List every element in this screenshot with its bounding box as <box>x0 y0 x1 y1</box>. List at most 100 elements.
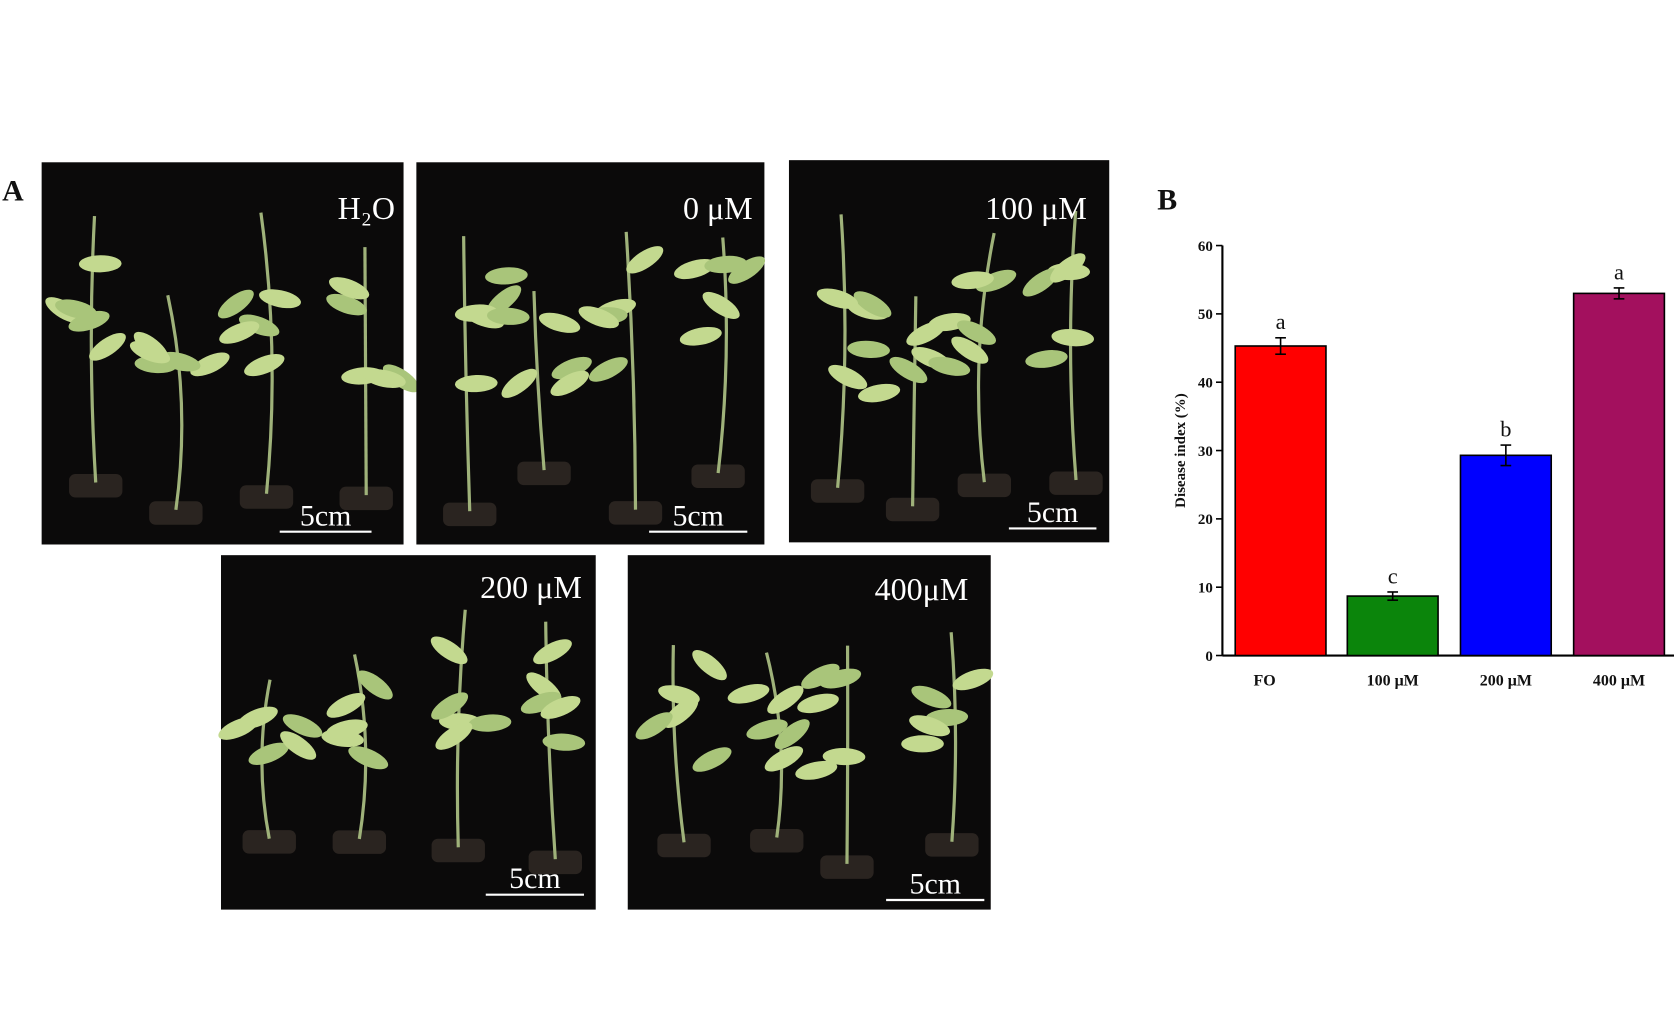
leaf <box>248 742 289 765</box>
leaf <box>363 369 406 388</box>
pot <box>332 830 387 854</box>
pot <box>239 485 294 509</box>
leaf <box>774 719 810 750</box>
pot <box>608 501 663 525</box>
leaf <box>658 685 700 705</box>
leaf <box>819 668 862 689</box>
stem <box>836 214 847 488</box>
pot <box>810 479 865 503</box>
leaf <box>326 693 366 718</box>
y-tick-label: 10 <box>1198 581 1213 597</box>
pot <box>149 501 203 525</box>
leaf <box>663 697 699 728</box>
leaf <box>588 357 628 382</box>
pot <box>431 838 485 863</box>
photo-label: H₂O <box>338 190 395 226</box>
x-tick-label: 400 μM <box>1593 672 1645 689</box>
leaf <box>679 326 722 346</box>
y-tick-label: 30 <box>1198 444 1213 460</box>
leaf <box>435 722 473 750</box>
leaf <box>952 668 994 691</box>
leaf <box>728 256 766 284</box>
leaf <box>217 289 254 319</box>
leaf <box>68 310 110 332</box>
stem <box>462 236 472 512</box>
leaf <box>911 685 952 709</box>
leaf <box>801 663 840 689</box>
pot <box>517 461 571 486</box>
leaf <box>468 714 512 732</box>
leaf <box>853 291 892 318</box>
leaf <box>326 293 367 316</box>
error-bar <box>1275 337 1286 356</box>
leaf <box>431 692 469 720</box>
leaf <box>551 356 592 380</box>
leaf <box>889 356 928 384</box>
photo: 400μM 5cm <box>627 555 994 910</box>
leaf <box>704 255 747 274</box>
bar <box>1572 292 1666 657</box>
pot <box>69 473 123 498</box>
stem <box>671 645 686 843</box>
bar <box>1346 595 1439 657</box>
x-tick-label: 100 μM <box>1367 672 1419 689</box>
leaf <box>692 747 732 772</box>
leaf <box>1050 253 1086 283</box>
leaf <box>190 352 230 377</box>
significance-letter: a <box>1614 259 1624 284</box>
leaf <box>540 696 581 719</box>
leaf <box>520 691 562 714</box>
leaf <box>578 306 619 329</box>
photo: 100 μM 5cm <box>788 160 1110 543</box>
leaf <box>1025 350 1068 368</box>
leaf <box>485 267 528 285</box>
scale-label: 5cm <box>672 499 723 532</box>
stem <box>949 632 958 842</box>
stem <box>89 216 98 483</box>
y-axis-title: Disease index (%) <box>1173 393 1189 508</box>
leaf <box>767 685 804 714</box>
leaf <box>702 291 740 319</box>
stem <box>259 212 274 494</box>
stem <box>910 296 918 507</box>
y-tick-label: 40 <box>1198 376 1213 392</box>
y-tick-label: 60 <box>1198 239 1213 255</box>
leaf <box>1051 328 1095 347</box>
error-bar <box>1387 591 1399 601</box>
error-bar <box>1613 287 1625 300</box>
leaf <box>280 731 317 760</box>
photo-label: 100 μM <box>985 190 1087 226</box>
leaf <box>454 374 498 393</box>
leaf <box>348 746 389 770</box>
leaf <box>901 735 944 753</box>
leaf <box>951 336 989 364</box>
leaf <box>975 269 1017 293</box>
scale-label: 5cm <box>300 499 351 532</box>
leaf <box>129 340 171 364</box>
leaf <box>635 712 673 740</box>
leaf <box>501 368 538 398</box>
stem <box>532 291 546 471</box>
leaf <box>486 285 522 316</box>
pot <box>657 833 711 858</box>
leaf <box>822 748 866 766</box>
photo-label: 400μM <box>875 571 969 607</box>
pot <box>820 855 874 879</box>
leaf <box>533 639 572 665</box>
leaf <box>727 684 770 704</box>
leaf <box>858 383 901 403</box>
leaf <box>454 304 498 322</box>
y-tick-label: 20 <box>1198 512 1213 528</box>
leaf <box>951 271 994 290</box>
leaf <box>486 307 530 325</box>
pot <box>443 502 497 527</box>
leaf <box>55 299 97 319</box>
leaf <box>550 370 589 396</box>
photo: H₂O 5cm <box>41 162 420 545</box>
photo: 200 μM 5cm <box>218 555 596 910</box>
leaf <box>219 321 260 344</box>
leaf <box>430 636 468 665</box>
leaf <box>746 719 788 740</box>
leaf <box>542 733 586 751</box>
